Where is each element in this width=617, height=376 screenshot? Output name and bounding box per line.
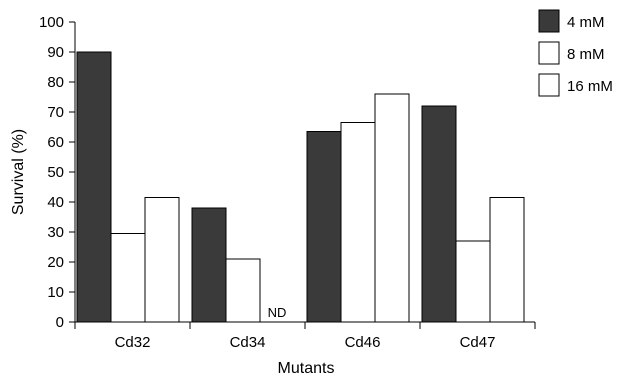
- y-tick-label: 30: [47, 224, 64, 241]
- legend-label: 16 mM: [567, 78, 613, 95]
- bar-cd46-16mm: [374, 93, 410, 323]
- legend-swatch: [538, 9, 560, 33]
- x-tick-label: Cd32: [115, 334, 151, 351]
- y-tick-label: 50: [47, 164, 64, 181]
- bar-cd32-8mm: [110, 233, 146, 323]
- x-tick-label: Cd46: [345, 334, 381, 351]
- y-axis-label: Survival (%): [10, 129, 27, 215]
- y-axis-ticks: 0 10 20 30 40 50 60 70 80 90 100: [39, 14, 75, 331]
- x-tick-label: Cd47: [460, 334, 496, 351]
- x-tick-label: Cd34: [230, 334, 266, 351]
- y-tick-label: 90: [47, 44, 64, 61]
- bars: [76, 51, 525, 323]
- y-tick-label: 70: [47, 104, 64, 121]
- y-tick-label: 0: [56, 314, 64, 331]
- y-tick-label: 100: [39, 14, 64, 31]
- bar-cd32-16mm: [144, 197, 180, 323]
- bar-cd47-8mm: [455, 240, 491, 323]
- y-tick-label: 80: [47, 74, 64, 91]
- legend: 4 mM 8 mM 16 mM: [538, 9, 613, 97]
- bar-cd46-8mm: [340, 122, 376, 323]
- bar-cd46-4mm: [306, 131, 342, 323]
- x-axis-label: Mutants: [278, 360, 335, 376]
- legend-label: 8 mM: [567, 46, 605, 63]
- legend-swatch: [538, 41, 560, 65]
- annotations: ND: [268, 305, 287, 320]
- legend-swatch: [538, 73, 560, 97]
- bar-cd47-4mm: [421, 105, 457, 323]
- bar-cd47-16mm: [489, 197, 525, 323]
- annotation-nd: ND: [268, 305, 287, 320]
- legend-label: 4 mM: [567, 14, 605, 31]
- y-tick-label: 20: [47, 254, 64, 271]
- x-axis-ticks: Cd32 Cd34 Cd46 Cd47: [74, 322, 536, 351]
- y-tick-label: 60: [47, 134, 64, 151]
- bar-cd34-4mm: [191, 207, 227, 323]
- y-tick-label: 10: [47, 284, 64, 301]
- bar-cd32-4mm: [76, 51, 112, 323]
- y-tick-label: 40: [47, 194, 64, 211]
- bar-cd34-8mm: [225, 258, 261, 323]
